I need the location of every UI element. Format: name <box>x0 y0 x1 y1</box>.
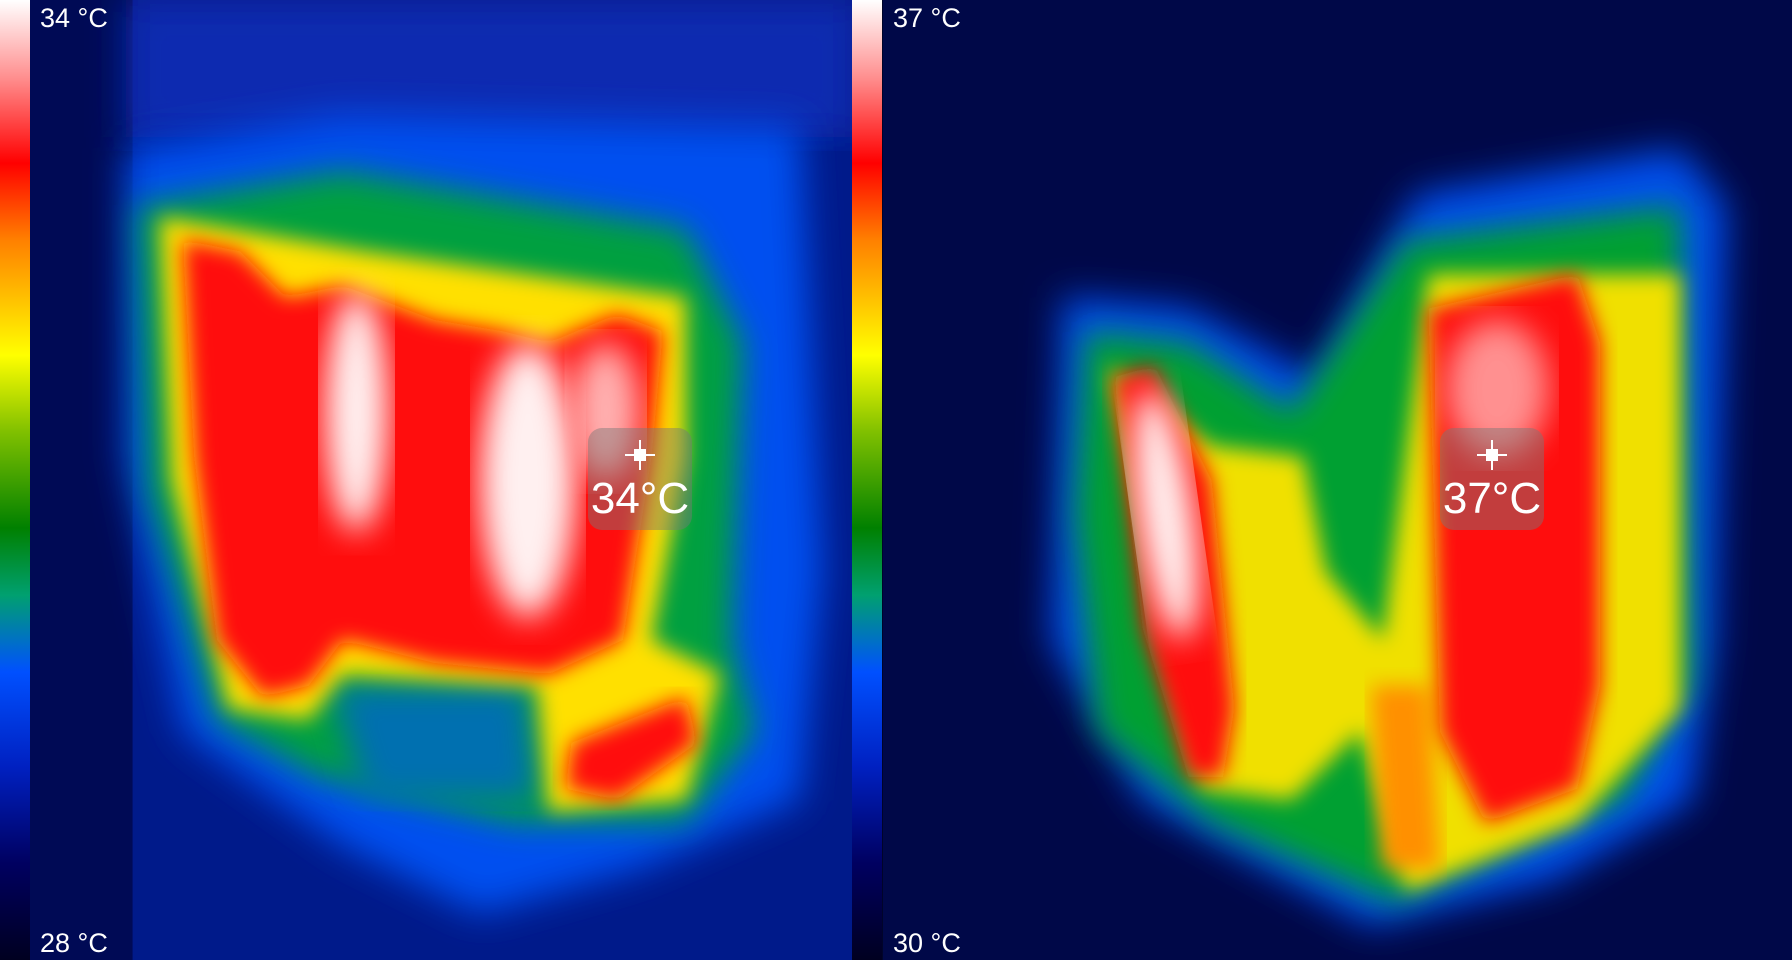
thermal-image-left <box>29 0 853 960</box>
crosshair-icon <box>1477 440 1507 470</box>
color-scale-bar-right <box>852 0 882 960</box>
scale-max-label-right: 37 °C <box>893 3 961 33</box>
thermal-image-right <box>882 0 1792 960</box>
spot-temperature-left: 34°C <box>590 474 690 523</box>
color-scale-bar-left <box>0 0 30 960</box>
spot-temperature-right: 37°C <box>1442 474 1542 523</box>
scale-min-label-right: 30 °C <box>893 928 961 958</box>
spot-meter-left[interactable]: 34°C <box>588 428 692 530</box>
scale-min-label-left: 28 °C <box>40 928 108 958</box>
spot-meter-right[interactable]: 37°C <box>1440 428 1544 530</box>
crosshair-icon <box>625 440 655 470</box>
scale-max-label-left: 34 °C <box>40 3 108 33</box>
